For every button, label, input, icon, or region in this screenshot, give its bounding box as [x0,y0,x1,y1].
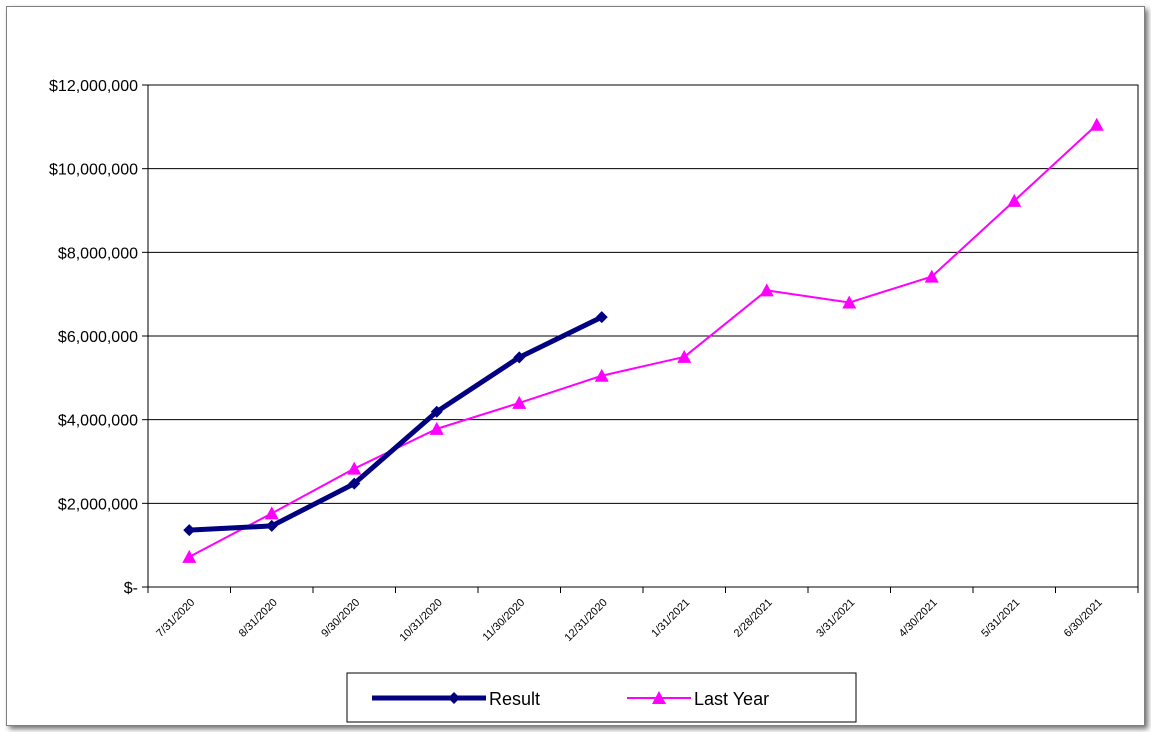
data-point-last-year [1089,117,1104,131]
y-tick-label: $4,000,000 [58,413,138,430]
line-chart: $- $2,000,000 $4,000,000 $6,000,000 $8,000,0… [49,78,1139,723]
data-point-result [183,524,196,537]
x-tick-label: 9/30/2020 [319,597,362,640]
x-tick-label: 4/30/2021 [897,597,940,640]
data-point-result [513,351,526,364]
x-tick-label: 2/28/2021 [732,597,775,640]
x-tick-label: 5/31/2021 [979,597,1022,640]
y-tick-label: $12,000,000 [49,78,138,95]
data-point-last-year [347,461,362,475]
legend-result-marker [448,692,460,704]
y-tick-label: $8,000,000 [58,245,138,262]
data-point-last-year [182,549,197,563]
legend-lastyear-marker [652,691,666,704]
data-point-last-year [594,368,609,382]
data-point-last-year [1007,193,1022,207]
data-point-result [348,477,361,490]
legend: Result Last Year [346,672,857,723]
x-tick-label: 12/31/2020 [562,597,609,644]
data-point-last-year [759,283,774,297]
data-point-last-year [512,395,527,409]
x-tick-label: 10/31/2020 [397,597,444,644]
y-tick-label: $10,000,000 [49,162,138,179]
data-point-last-year [429,421,444,435]
data-point-result [265,519,278,532]
x-tick-label: 11/30/2020 [481,597,528,644]
chart-frame: $- $2,000,000 $4,000,000 $6,000,000 $8,000,0… [6,6,1145,726]
y-tick-label: $6,000,000 [58,329,138,346]
data-point-last-year [677,349,692,363]
legend-lastyear-label: Last Year [694,689,769,709]
y-tick-label: $2,000,000 [58,496,138,513]
y-tick-label: $- [124,580,138,597]
series-line-result [189,314,603,533]
data-point-last-year [842,295,857,309]
series-line-last-year [188,124,1098,558]
x-tick-label: 3/31/2021 [814,597,857,640]
x-tick-label: 1/31/2021 [649,597,692,640]
data-point-result [430,405,443,418]
data-point-result [595,311,608,324]
data-point-last-year [264,506,279,520]
x-tick-label: 6/30/2021 [1062,597,1105,640]
x-tick-label: 7/31/2020 [154,597,197,640]
x-tick-label: 8/31/2020 [237,597,280,640]
series-lines [182,117,1104,563]
data-point-last-year [924,269,939,283]
legend-result-label: Result [489,689,540,709]
